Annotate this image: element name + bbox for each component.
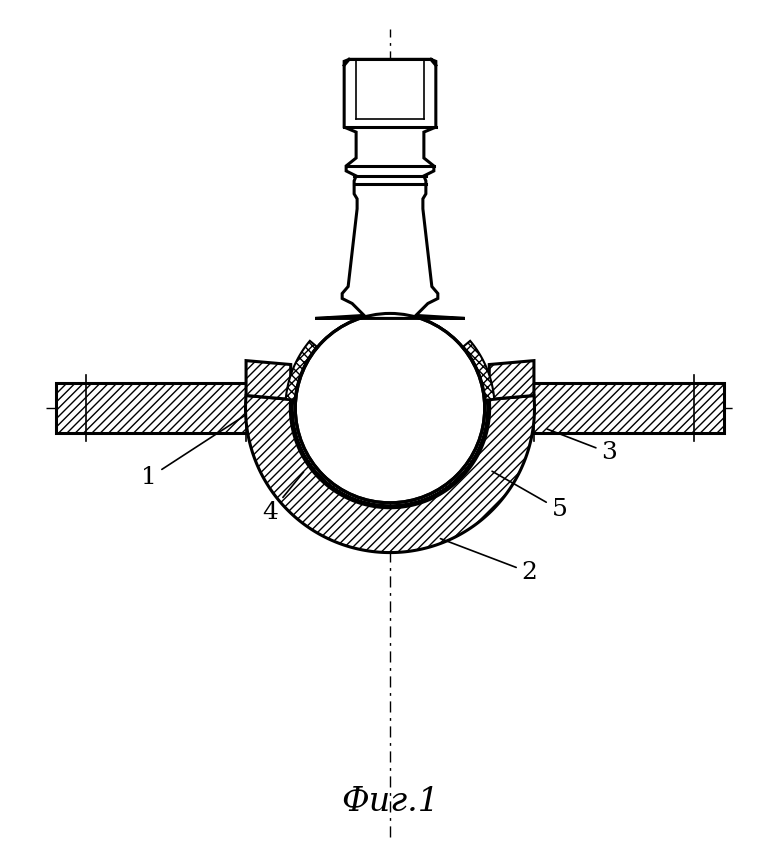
Polygon shape xyxy=(530,383,724,433)
Polygon shape xyxy=(292,399,488,506)
Polygon shape xyxy=(315,59,465,319)
Text: 5: 5 xyxy=(492,471,567,521)
Polygon shape xyxy=(285,341,317,400)
Circle shape xyxy=(296,313,484,503)
Circle shape xyxy=(296,313,484,503)
Polygon shape xyxy=(463,341,495,400)
Polygon shape xyxy=(489,360,534,399)
Text: Фиг.1: Фиг.1 xyxy=(341,786,439,818)
Polygon shape xyxy=(56,383,250,433)
Polygon shape xyxy=(246,396,534,553)
Text: 4: 4 xyxy=(263,472,303,524)
Text: 1: 1 xyxy=(141,415,246,490)
Polygon shape xyxy=(246,360,291,399)
Text: 3: 3 xyxy=(547,429,617,464)
Text: 2: 2 xyxy=(441,539,537,584)
Circle shape xyxy=(296,313,484,503)
